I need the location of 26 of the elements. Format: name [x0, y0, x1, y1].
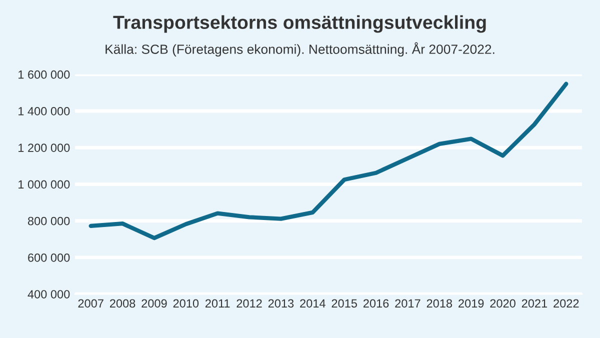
x-tick-label: 2022 — [554, 299, 579, 308]
y-tick-label: 600 000 — [28, 253, 70, 262]
x-tick-label: 2015 — [332, 299, 357, 308]
x-tick-label: 2009 — [142, 299, 167, 308]
y-tick-label: 800 000 — [28, 216, 70, 226]
x-tick-label: 2013 — [268, 299, 294, 308]
x-tick-label: 2014 — [300, 299, 326, 308]
y-tick-label: 1 200 000 — [18, 144, 70, 152]
x-tick-label: 2007 — [78, 299, 104, 308]
x-tick-label: 2019 — [458, 299, 484, 308]
x-tick-label: 2016 — [363, 299, 389, 308]
chart-title: Transportsektorns omsättningsutveckling — [113, 15, 486, 33]
x-tick-label: 2010 — [173, 299, 199, 308]
x-tick-label: 2020 — [490, 299, 516, 308]
y-tick-label: 400 000 — [28, 290, 70, 298]
x-tick-label: 2017 — [395, 299, 420, 308]
x-tick-label: 2018 — [426, 299, 452, 308]
chart-subtitle: Källa: SCB (Företagens ekonomi). Nettoomsättning. År 2007-2022. — [106, 42, 494, 57]
y-tick-label: 1 000 000 — [18, 180, 70, 189]
x-tick-label: 2012 — [236, 299, 262, 308]
line-series — [88, 82, 568, 240]
x-tick-label: 2021 — [522, 299, 548, 308]
y-tick-label: 1 600 000 — [18, 70, 70, 79]
x-tick-label: 2008 — [110, 299, 136, 308]
x-tick-label: 2011 — [205, 299, 230, 308]
y-tick-label: 1 400 000 — [18, 107, 70, 116]
